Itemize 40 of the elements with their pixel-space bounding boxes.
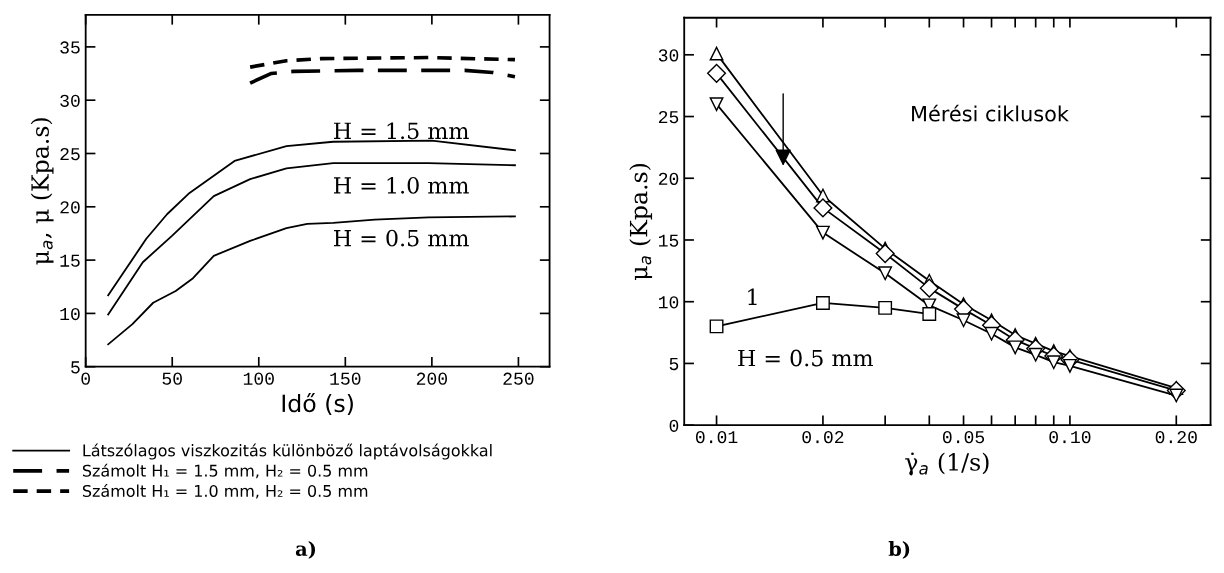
annotation: H = 0.5 mm — [334, 229, 469, 247]
y-tick-label: 20 — [658, 172, 679, 185]
x-tick-label: 0.10 — [1049, 431, 1091, 444]
legend-label: Látszólagos viszkozitás különböző laptávolságokkal — [83, 443, 492, 460]
y-tick-label: 25 — [658, 110, 679, 124]
y-tick-label: 10 — [658, 296, 679, 309]
x-tick-label: 50 — [162, 372, 182, 385]
x-tick-label: 0.02 — [802, 431, 844, 444]
y-tick-label: 20 — [60, 201, 80, 214]
x-tick-label: 0.20 — [1155, 431, 1197, 444]
x-tick-label: 0.01 — [695, 431, 738, 444]
y-tick-label: 10 — [60, 307, 80, 321]
text: b) — [888, 541, 910, 559]
y-tick-label: 15 — [658, 234, 679, 247]
x-tick-label: 0 — [81, 372, 90, 385]
x-tick-label: 0.05 — [942, 431, 985, 444]
y-tick-label: 30 — [658, 49, 679, 62]
x-tick-label: 100 — [243, 372, 274, 385]
y-tick-label: 5 — [71, 361, 80, 374]
annotation: H = 1.5 mm — [334, 122, 469, 140]
legend-label: Számolt H₁ = 1.5 mm, H₂ = 0.5 mm — [82, 463, 368, 479]
y-tick-label: 0 — [669, 419, 679, 432]
x-tick-label: 250 — [503, 372, 534, 385]
x-axis-title: γ̇$_{a}$ (1/s) — [905, 452, 989, 476]
annotation: H = 1.0 mm — [334, 176, 469, 194]
annotation: Mérési ciklusok — [912, 104, 1069, 122]
x-axis-title: Idő (s) — [282, 393, 353, 416]
legend-label: Számolt H₁ = 1.0 mm, H₂ = 0.5 mm — [82, 483, 368, 499]
annotation: 1 — [748, 288, 757, 305]
y-tick-label: 25 — [60, 147, 80, 161]
text: a) — [295, 541, 316, 559]
x-tick-label: 200 — [416, 372, 448, 385]
x-tick-label: 150 — [330, 372, 361, 385]
y-tick-label: 30 — [60, 94, 80, 107]
y-tick-label: 15 — [60, 254, 80, 267]
annotation: H = 0.5 mm — [738, 349, 873, 367]
y-tick-label: 5 — [669, 358, 679, 371]
y-axis-title: μ$_{a}$, μ (Kpa.s) — [30, 118, 54, 265]
y-axis-title: μ$_{a}$ (Kpa.s) — [629, 163, 653, 281]
y-tick-label: 35 — [60, 41, 80, 54]
